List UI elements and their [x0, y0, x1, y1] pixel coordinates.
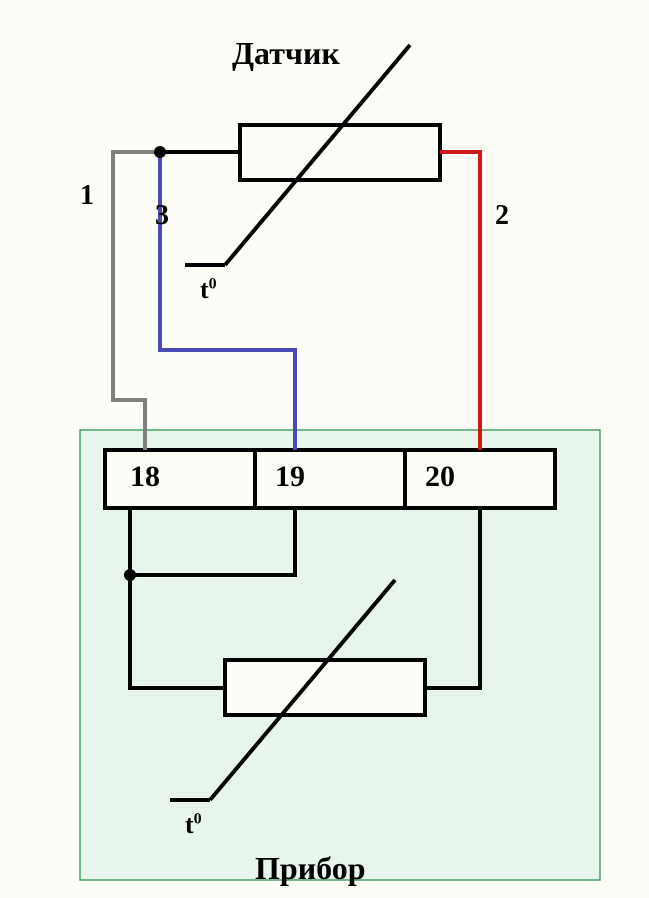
- temp-label-top: t0: [200, 275, 217, 305]
- terminal-19-label: 19: [275, 460, 305, 494]
- sensor-rect-bottom: [225, 660, 425, 715]
- wiring-diagram: [0, 0, 649, 898]
- wire-1-label: 1: [80, 180, 94, 212]
- wire-1: [113, 152, 160, 450]
- wire-3-label: 3: [155, 200, 169, 232]
- terminal-block: [105, 450, 555, 508]
- temp-label-bottom: t0: [185, 810, 202, 840]
- wire-2-label: 2: [495, 200, 509, 232]
- junction-top: [154, 146, 166, 158]
- wire-3: [160, 152, 295, 450]
- sensor-title: Датчик: [232, 35, 340, 72]
- junction-bottom: [124, 569, 136, 581]
- terminal-18-label: 18: [130, 460, 160, 494]
- device-title: Прибор: [255, 850, 366, 887]
- wire-2: [440, 152, 480, 450]
- terminal-20-label: 20: [425, 460, 455, 494]
- sensor-rect-top: [240, 125, 440, 180]
